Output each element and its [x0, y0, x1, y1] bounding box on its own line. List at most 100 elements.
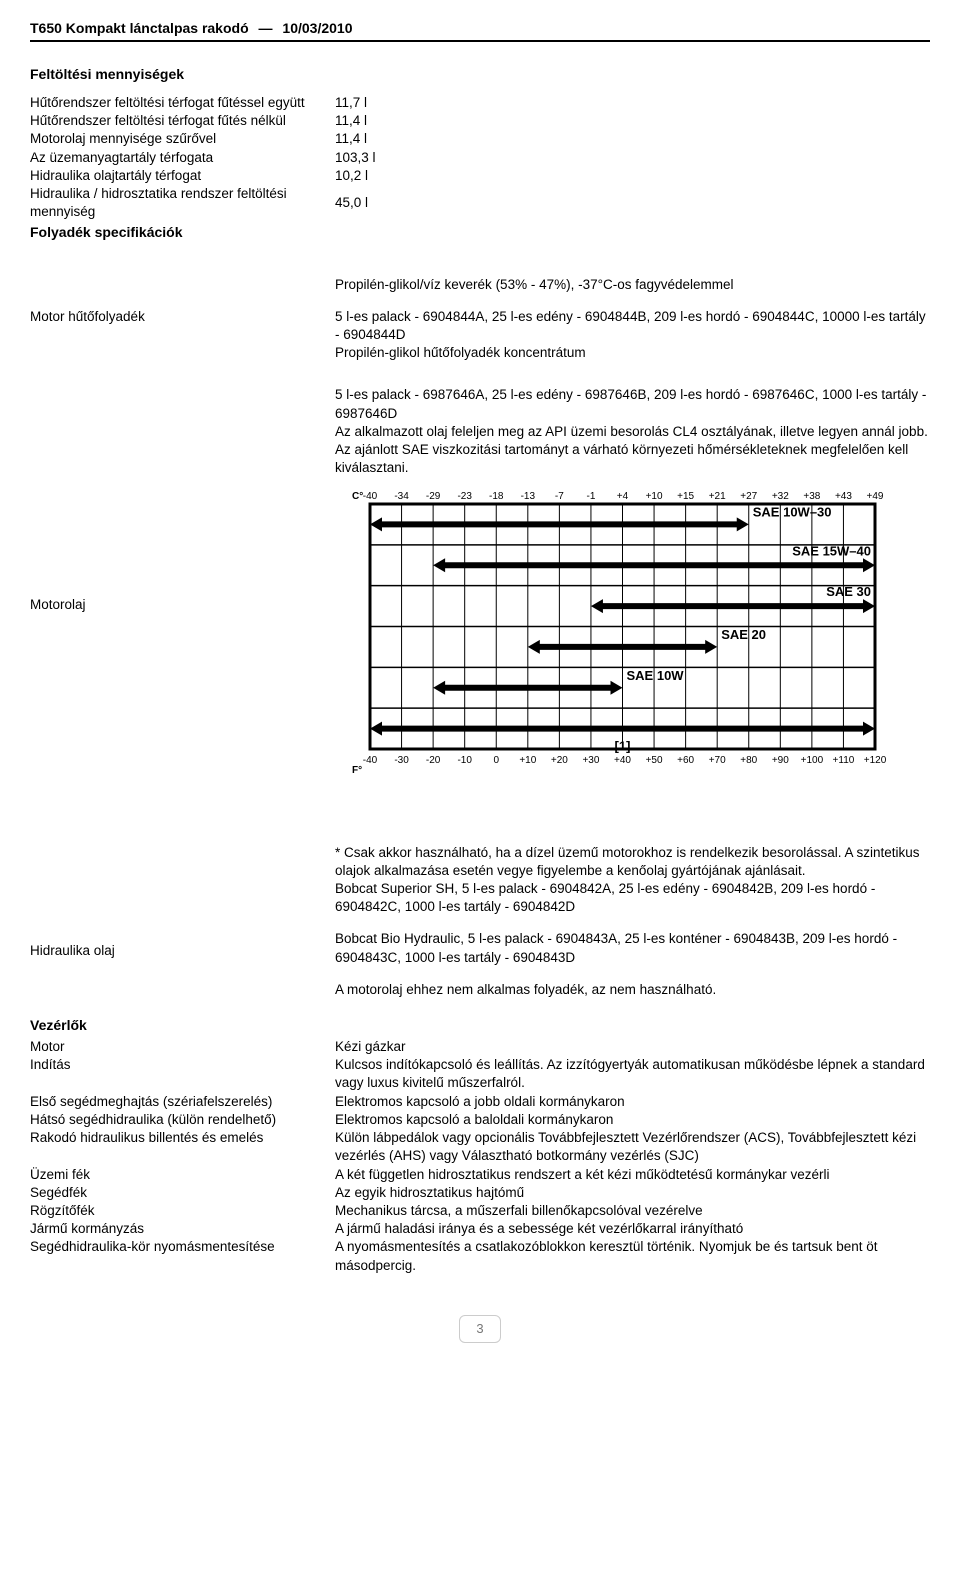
- svg-text:-18: -18: [489, 491, 504, 502]
- svg-text:-7: -7: [555, 491, 564, 502]
- svg-text:+10: +10: [646, 491, 663, 502]
- section-title-vezerlok: Vezérlők: [30, 1017, 930, 1033]
- vezerlok-value: Külön lábpedálok vagy opcionális Továbbf…: [325, 1129, 930, 1165]
- svg-text:+30: +30: [582, 755, 599, 766]
- vezerlok-value: A jármű haladási iránya és a sebessége k…: [325, 1220, 930, 1238]
- header-title: T650 Kompakt lánctalpas rakodó: [30, 20, 249, 36]
- hydraulic-note: * Csak akkor használható, ha a dízel üze…: [335, 844, 930, 880]
- svg-text:-1: -1: [586, 491, 595, 502]
- vezerlok-row: Első segédmeghajtás (szériafelszerelés)E…: [30, 1093, 930, 1111]
- svg-text:+20: +20: [551, 755, 568, 766]
- svg-text:C°: C°: [352, 491, 363, 502]
- vezerlok-label: Rakodó hidraulikus billentés és emelés: [30, 1129, 325, 1165]
- svg-text:-40: -40: [363, 755, 378, 766]
- sae-chart-wrap: -40-40-34-30-29-20-23-10-180-13+10-7+20-…: [335, 484, 930, 784]
- vezerlok-table: MotorKézi gázkarIndításKulcsos indítókap…: [30, 1038, 930, 1275]
- vezerlok-row: IndításKulcsos indítókapcsoló és leállít…: [30, 1056, 930, 1092]
- svg-text:SAE 10W: SAE 10W: [627, 667, 685, 682]
- svg-text:SAE 15W–40: SAE 15W–40: [792, 543, 871, 558]
- coolant-line1: Propilén-glikol/víz keverék (53% - 47%),…: [335, 276, 930, 294]
- coolant-label-col: Motor hűtőfolyadék: [30, 276, 325, 363]
- vezerlok-label: Üzemi fék: [30, 1166, 325, 1184]
- svg-text:-30: -30: [394, 755, 409, 766]
- motorolaj-text1: 5 l-es palack - 6987646A, 25 l-es edény …: [335, 386, 930, 422]
- svg-text:-29: -29: [426, 491, 441, 502]
- vezerlok-label: Első segédmeghajtás (szériafelszerelés): [30, 1093, 325, 1111]
- svg-text:+110: +110: [833, 755, 855, 766]
- coolant-block: Motor hűtőfolyadék Propilén-glikol/víz k…: [30, 276, 930, 363]
- svg-text:+120: +120: [864, 755, 887, 766]
- svg-text:+40: +40: [614, 755, 631, 766]
- motorolaj-label: Motorolaj: [30, 596, 325, 614]
- hydraulic-partlist2: Bobcat Bio Hydraulic, 5 l-es palack - 69…: [335, 930, 930, 966]
- svg-text:+32: +32: [772, 491, 789, 502]
- svg-text:SAE 10W–30: SAE 10W–30: [753, 504, 832, 519]
- hydraulic-block: Hidraulika olaj * Csak akkor használható…: [30, 844, 930, 1000]
- fill-value: 11,4 l: [335, 130, 930, 148]
- page: T650 Kompakt lánctalpas rakodó — 10/03/2…: [0, 0, 960, 1383]
- motorolaj-label-col: Motorolaj: [30, 386, 325, 783]
- fill-label: Motorolaj mennyisége szűrővel: [30, 130, 325, 148]
- motorolaj-block: Motorolaj 5 l-es palack - 6987646A, 25 l…: [30, 386, 930, 783]
- hydraulic-partlist1: Bobcat Superior SH, 5 l-es palack - 6904…: [335, 880, 930, 916]
- svg-text:+50: +50: [646, 755, 663, 766]
- svg-text:+80: +80: [740, 755, 757, 766]
- vezerlok-label: Jármű kormányzás: [30, 1220, 325, 1238]
- header-date: 10/03/2010: [282, 20, 352, 36]
- coolant-value-col: Propilén-glikol/víz keverék (53% - 47%),…: [325, 276, 930, 363]
- svg-text:+27: +27: [740, 491, 757, 502]
- hydraulic-line3: A motorolaj ehhez nem alkalmas folyadék,…: [335, 981, 930, 999]
- vezerlok-value: A két független hidrosztatikus rendszert…: [325, 1166, 930, 1184]
- svg-text:0: 0: [493, 755, 499, 766]
- vezerlok-label: Segédfék: [30, 1184, 325, 1202]
- sae-viscosity-chart: -40-40-34-30-29-20-23-10-180-13+10-7+20-…: [335, 484, 895, 784]
- vezerlok-value: Elektromos kapcsoló a jobb oldali kormán…: [325, 1093, 930, 1111]
- vezerlok-value: Kulcsos indítókapcsoló és leállítás. Az …: [325, 1056, 930, 1092]
- vezerlok-value: A nyomásmentesítés a csatlakozóblokkon k…: [325, 1238, 930, 1274]
- svg-text:-34: -34: [394, 491, 409, 502]
- coolant-line2: 5 l-es palack - 6904844A, 25 l-es edény …: [335, 308, 930, 344]
- vezerlok-value: Kézi gázkar: [325, 1038, 930, 1056]
- svg-text:+4: +4: [617, 491, 629, 502]
- svg-text:SAE 20: SAE 20: [721, 626, 766, 641]
- svg-text:-23: -23: [457, 491, 472, 502]
- fill-label: Hűtőrendszer feltöltési térfogat fűtésse…: [30, 94, 325, 112]
- hydraulic-value-col: * Csak akkor használható, ha a dízel üze…: [325, 844, 930, 1000]
- motorolaj-text2: Az alkalmazott olaj feleljen meg az API …: [335, 423, 930, 478]
- svg-text:+90: +90: [772, 755, 789, 766]
- fill-label: Hűtőrendszer feltöltési térfogat fűtés n…: [30, 112, 325, 130]
- fill-label: Hidraulika olajtartály térfogat: [30, 167, 325, 185]
- vezerlok-value: Az egyik hidrosztatikus hajtómű: [325, 1184, 930, 1202]
- filling-values: 11,7 l 11,4 l 11,4 l 103,3 l 10,2 l 45,0…: [325, 94, 930, 252]
- hydraulic-label-col: Hidraulika olaj: [30, 844, 325, 1000]
- vezerlok-label: Hátsó segédhidraulika (külön rendelhető): [30, 1111, 325, 1129]
- fill-value: 11,4 l: [335, 112, 930, 130]
- filling-labels: Hűtőrendszer feltöltési térfogat fűtésse…: [30, 94, 325, 252]
- svg-text:-20: -20: [426, 755, 441, 766]
- motorolaj-value-col: 5 l-es palack - 6987646A, 25 l-es edény …: [325, 386, 930, 783]
- section-title-fluid-spec: Folyadék specifikációk: [30, 224, 325, 240]
- vezerlok-row: RögzítőfékMechanikus tárcsa, a műszerfal…: [30, 1202, 930, 1220]
- svg-text:+70: +70: [709, 755, 726, 766]
- fill-value: 10,2 l: [335, 167, 930, 185]
- vezerlok-row: Jármű kormányzásA jármű haladási iránya …: [30, 1220, 930, 1238]
- filling-table: Hűtőrendszer feltöltési térfogat fűtésse…: [30, 94, 930, 252]
- svg-text:[1]: [1]: [615, 738, 631, 753]
- section-title-filling: Feltöltési mennyiségek: [30, 66, 930, 82]
- vezerlok-row: Üzemi fékA két független hidrosztatikus …: [30, 1166, 930, 1184]
- svg-text:+15: +15: [677, 491, 694, 502]
- fill-value: 45,0 l: [335, 194, 930, 212]
- svg-text:F°: F°: [352, 765, 362, 776]
- svg-text:+49: +49: [867, 491, 884, 502]
- fill-value: 103,3 l: [335, 149, 930, 167]
- svg-text:+100: +100: [801, 755, 824, 766]
- vezerlok-label: Segédhidraulika-kör nyomásmentesítése: [30, 1238, 325, 1274]
- vezerlok-row: Rakodó hidraulikus billentés és emelésKü…: [30, 1129, 930, 1165]
- fill-value: 11,7 l: [335, 94, 930, 112]
- fill-label: Az üzemanyagtartály térfogata: [30, 149, 325, 167]
- coolant-line3: Propilén-glikol hűtőfolyadék koncentrátu…: [335, 344, 930, 362]
- svg-text:+43: +43: [835, 491, 852, 502]
- header-separator: —: [259, 20, 273, 36]
- coolant-label: Motor hűtőfolyadék: [30, 308, 325, 326]
- vezerlok-label: Indítás: [30, 1056, 325, 1092]
